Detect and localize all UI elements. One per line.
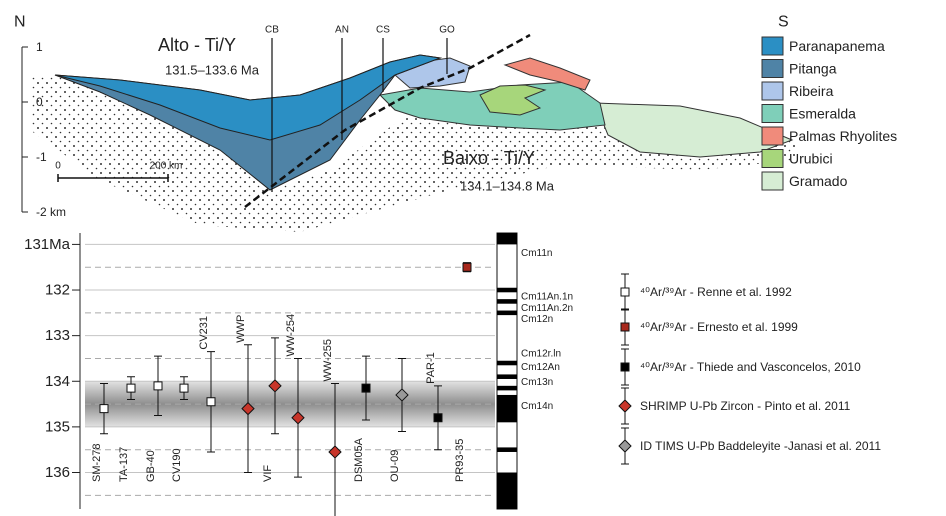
sample-label: TA-137 bbox=[118, 447, 130, 482]
sample-label: OU-09 bbox=[389, 450, 401, 482]
legend-marker bbox=[621, 288, 629, 296]
south-label: S bbox=[778, 14, 789, 31]
legend-marker bbox=[619, 400, 631, 412]
data-point bbox=[154, 382, 162, 390]
legend-label: SHRIMP U-Pb Zircon - Pinto et al. 2011 bbox=[640, 399, 851, 413]
legend-label: Pitanga bbox=[789, 61, 837, 77]
legend-label: ID TIMS U-Pb Baddeleyite -Janasi et al. … bbox=[640, 439, 881, 453]
legend-label: Paranapanema bbox=[789, 38, 885, 54]
normal-polarity bbox=[497, 374, 517, 379]
well-label: AN bbox=[335, 25, 349, 36]
chron-label: Cm11An.1n bbox=[521, 291, 573, 302]
sample-label: PR93-35 bbox=[454, 439, 466, 482]
upper-title: Alto - Ti/Y bbox=[158, 35, 236, 55]
data-point bbox=[463, 263, 471, 271]
lower-age: 134.1–134.8 Ma bbox=[460, 179, 555, 194]
polarity-column bbox=[497, 233, 517, 509]
normal-polarity bbox=[497, 473, 517, 509]
sample-label: DSM05A bbox=[353, 437, 365, 482]
y-tick-label: 135 bbox=[45, 418, 70, 435]
legend-marker bbox=[621, 323, 629, 331]
normal-polarity bbox=[497, 311, 517, 316]
sample-label: PAR-1 bbox=[425, 352, 437, 384]
legend-swatch bbox=[762, 127, 783, 145]
legend-label: Gramado bbox=[789, 173, 848, 189]
sample-label: VIF bbox=[262, 465, 274, 482]
depth-label: -1 bbox=[36, 150, 47, 164]
sample-label: WW-255 bbox=[322, 339, 334, 382]
legend-label: ⁴⁰Ar/³⁹Ar - Thiede and Vasconcelos, 2010 bbox=[640, 360, 861, 374]
legend-label: ⁴⁰Ar/³⁹Ar - Renne et al. 1992 bbox=[640, 285, 792, 299]
chron-label: Cm11n bbox=[521, 248, 553, 259]
y-tick-label: 132 bbox=[45, 282, 70, 299]
depth-label: -2 km bbox=[36, 205, 66, 219]
north-label: N bbox=[14, 14, 26, 31]
chron-label: Cm12n bbox=[521, 314, 553, 325]
sample-label: GB-40 bbox=[145, 450, 157, 482]
data-point bbox=[362, 384, 370, 392]
normal-polarity bbox=[497, 395, 517, 422]
depth-label: 1 bbox=[36, 40, 43, 54]
sample-label: SM-278 bbox=[91, 443, 103, 482]
normal-polarity bbox=[497, 447, 517, 452]
y-tick-label: 131Ma bbox=[24, 236, 71, 253]
sample-label: WW-254 bbox=[285, 314, 297, 357]
legend-swatch bbox=[762, 82, 783, 100]
legend-swatch bbox=[762, 60, 783, 78]
data-point bbox=[127, 384, 135, 392]
normal-polarity bbox=[497, 386, 517, 391]
legend-swatch bbox=[762, 105, 783, 123]
data-point bbox=[100, 405, 108, 413]
sample-label: CV231 bbox=[198, 316, 210, 350]
normal-polarity bbox=[497, 288, 517, 293]
well-label: CB bbox=[265, 25, 279, 36]
well-label: GO bbox=[439, 25, 455, 36]
legend-label: Ribeira bbox=[789, 83, 834, 99]
cross-section: N S 1 0 -1 -2 km CB AN CS GO Alto - Ti/Y… bbox=[14, 14, 795, 233]
scale-label: 0 bbox=[55, 161, 61, 172]
normal-polarity bbox=[497, 299, 517, 304]
legend-label: ⁴⁰Ar/³⁹Ar - Ernesto et al. 1999 bbox=[640, 320, 798, 334]
sample-label: WWP bbox=[235, 315, 247, 343]
legend-swatch bbox=[762, 37, 783, 55]
well-label: CS bbox=[376, 25, 390, 36]
legend-marker bbox=[621, 363, 629, 371]
legend-swatch bbox=[762, 172, 783, 190]
scale-label: 200 km bbox=[150, 161, 183, 172]
chron-label: Cm13n bbox=[521, 377, 553, 388]
y-tick-label: 134 bbox=[45, 373, 70, 390]
data-point bbox=[207, 398, 215, 406]
upper-age: 131.5–133.6 Ma bbox=[165, 63, 260, 78]
sample-label: CV190 bbox=[171, 448, 183, 482]
legend-label: Esmeralda bbox=[789, 106, 856, 122]
data-point bbox=[434, 414, 442, 422]
depth-axis bbox=[22, 47, 28, 212]
legend-label: Palmas Rhyolites bbox=[789, 128, 897, 144]
legend-marker bbox=[619, 440, 631, 452]
normal-polarity bbox=[497, 233, 517, 244]
y-tick-label: 136 bbox=[45, 464, 70, 481]
lower-title: Baixo - Ti/Y bbox=[443, 148, 535, 168]
chron-label: Cm14n bbox=[521, 401, 553, 412]
chron-label: Cm12An bbox=[521, 362, 560, 373]
figure: N S 1 0 -1 -2 km CB AN CS GO Alto - Ti/Y… bbox=[0, 0, 946, 516]
normal-polarity bbox=[497, 361, 517, 366]
data-point bbox=[329, 446, 341, 458]
chron-label: Cm11An.2n bbox=[521, 303, 573, 314]
data-point bbox=[180, 384, 188, 392]
legend-swatch bbox=[762, 150, 783, 168]
y-tick-label: 133 bbox=[45, 327, 70, 344]
legend-label: Urubici bbox=[789, 151, 833, 167]
chron-label: Cm12r.ln bbox=[521, 348, 561, 359]
